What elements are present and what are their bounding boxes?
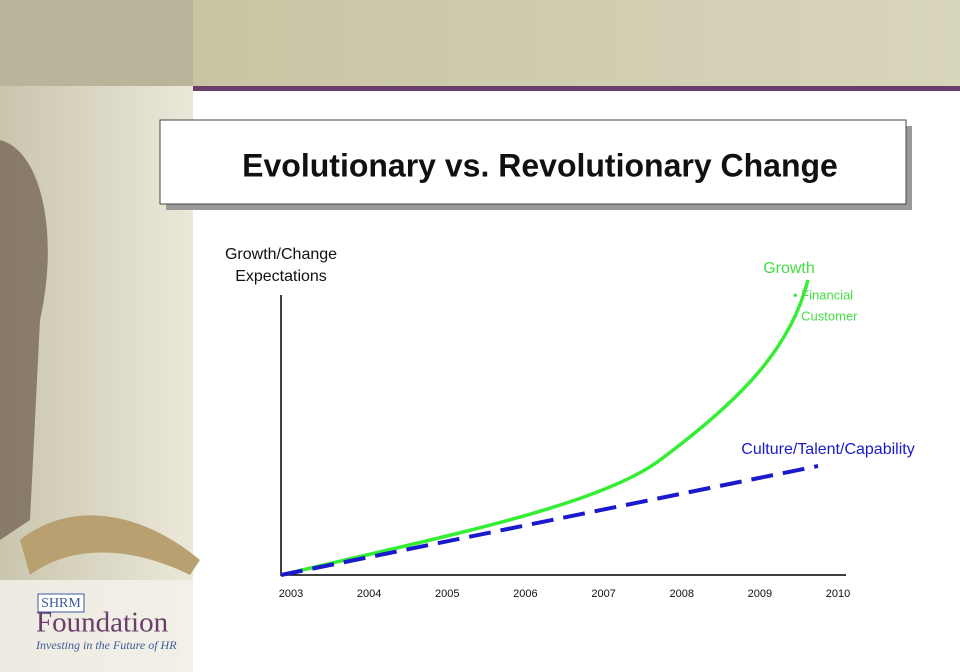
slide-title: Evolutionary vs. Revolutionary Change <box>242 147 838 183</box>
title-box <box>159 119 907 205</box>
x-tick-label: 2010 <box>826 588 850 600</box>
x-tick-label: 2003 <box>279 588 303 600</box>
logo-panel <box>0 580 193 672</box>
x-tick-label: 2004 <box>357 588 381 600</box>
growth-curve <box>280 279 810 577</box>
y-axis-label: Expectations <box>235 268 327 285</box>
top-banner <box>193 0 960 86</box>
logo-top: SHRM <box>41 596 81 611</box>
culture-line <box>280 464 819 577</box>
culture-label: Culture/Talent/Capability <box>741 441 914 458</box>
logo-brand: Foundation <box>36 607 169 639</box>
book <box>20 515 200 575</box>
x-tick-label: 2009 <box>748 588 772 600</box>
growth-label: Growth <box>763 260 815 277</box>
logo-tagline: Investing in the Future of HR <box>35 638 177 652</box>
side-figure <box>0 140 48 540</box>
banner-rule <box>193 86 960 91</box>
x-tick-label: 2008 <box>669 588 693 600</box>
growth-bullet: • Financial <box>793 287 853 302</box>
growth-bullet: • Customer <box>793 308 858 323</box>
x-tick-label: 2007 <box>591 588 615 600</box>
top-left-image <box>0 0 193 86</box>
logo-badge <box>37 593 85 613</box>
x-tick-label: 2006 <box>513 588 537 600</box>
x-tick-label: 2005 <box>435 588 459 600</box>
y-axis-label: Growth/Change <box>225 246 337 263</box>
